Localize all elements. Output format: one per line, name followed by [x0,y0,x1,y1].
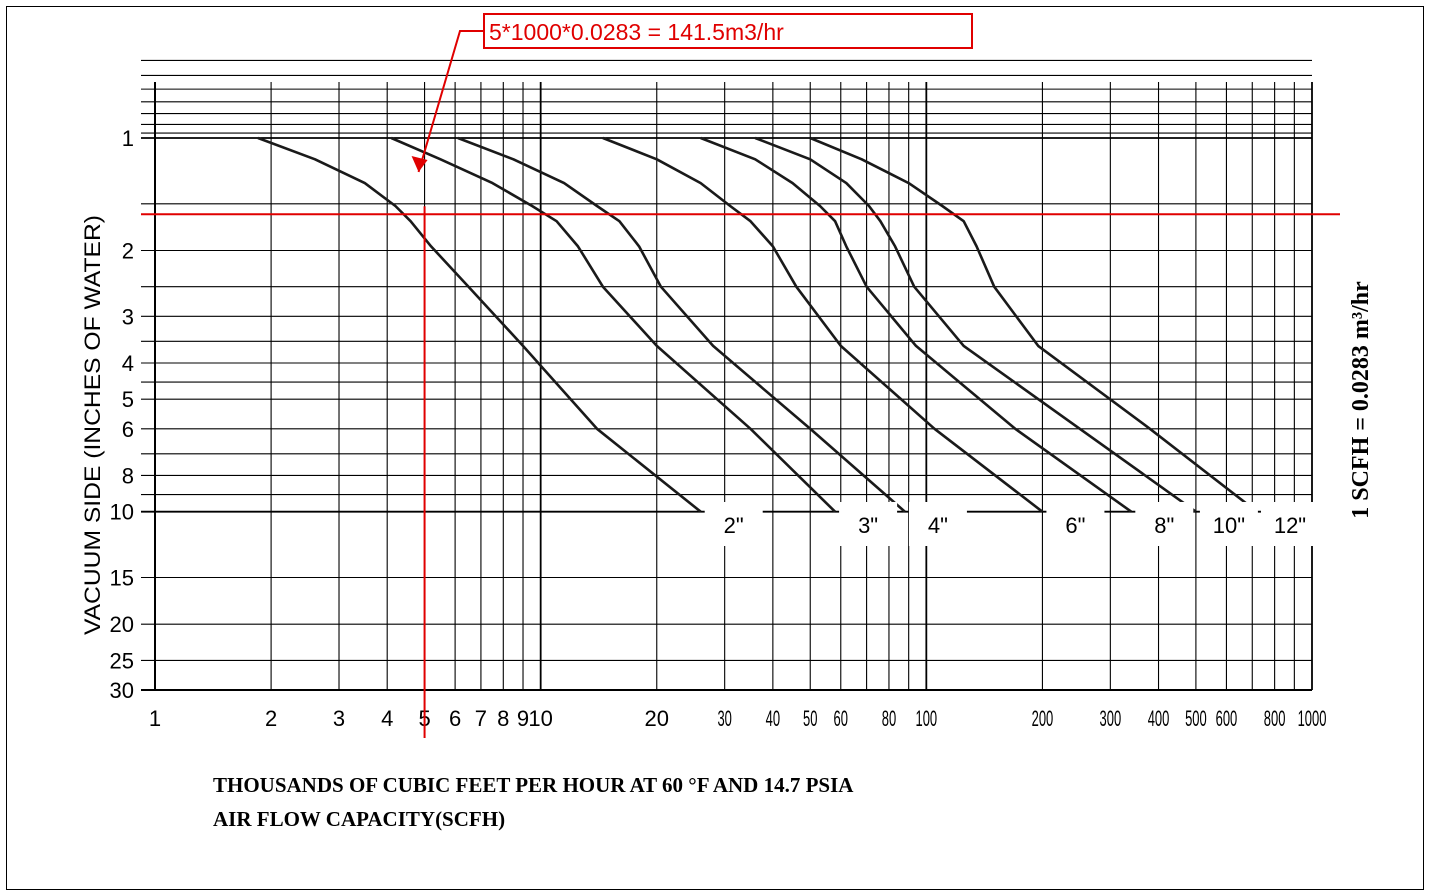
size-label-text: 3" [858,513,878,538]
chart-frame [6,6,1424,890]
curve-8in [700,136,1133,513]
size-label-bg [839,502,898,546]
curve-10in [754,136,1197,513]
x-tick-label: 3 [333,706,345,731]
x-tick-label: 4 [381,706,393,731]
x-tick-label: 1000 [1298,705,1327,731]
size-label-text: 10" [1213,513,1245,538]
callout-arrowhead [411,156,428,172]
y-tick-label: 6 [122,417,134,442]
x-tick-label: 200 [1032,705,1054,731]
x-tick-label: 400 [1148,705,1170,731]
x-tick-label: 800 [1264,705,1286,731]
y-axis-label: VACUUM SIDE (INCHES OF WATER) [80,215,105,635]
curve-3in [390,136,837,513]
curve-12in [809,136,1258,513]
y-tick-label: 1 [122,126,134,151]
x-tick-label: 40 [766,705,780,731]
x-tick-label: 500 [1185,705,1207,731]
x-tick-label: 8 [497,706,509,731]
size-label-text: 8" [1154,513,1174,538]
size-label: 8" [1135,502,1194,546]
y-tick-label: 2 [122,238,134,263]
tick-labels: 1234567891020304050608010020030040050060… [110,126,1327,731]
y-tick-label: 30 [110,678,134,703]
size-label-text: 12" [1274,513,1306,538]
x-tick-label: 30 [717,705,731,731]
x-tick-label: 300 [1100,705,1122,731]
x-tick-label: 7 [475,706,487,731]
callout-leader [417,30,484,173]
x-axis-label: THOUSANDS OF CUBIC FEET PER HOUR AT 60 °… [213,773,854,797]
curve-4in [457,136,906,513]
x-tick-label: 600 [1216,705,1238,731]
y-tick-label: 20 [110,612,134,637]
y-tick-label: 15 [110,566,134,591]
size-label-text: 2" [724,513,744,538]
y-tick-label: 10 [110,500,134,525]
x-tick-label: 60 [834,705,848,731]
size-label-bg [908,502,967,546]
curve-2in [257,136,702,513]
size-label-bg [1260,502,1319,546]
size-label: 2" [704,502,763,546]
size-label-text: 6" [1065,513,1085,538]
y-tick-label: 8 [122,463,134,488]
callout-text: 5*1000*0.0283 = 141.5m3/hr [489,19,784,45]
size-label-text: 4" [928,513,948,538]
x-tick-label: 20 [645,706,669,731]
size-label: 4" [908,502,967,546]
x-tick-label: 10 [528,706,552,731]
size-label: 3" [839,502,898,546]
grid [141,59,1313,691]
x-tick-label: 1 [149,706,161,731]
y-tick-label: 25 [110,648,134,673]
size-labels: 2" 3" 4" 6" 8" 10" 12" [704,502,1319,546]
size-label-bg [1135,502,1194,546]
size-label: 12" [1260,502,1319,546]
x-tick-label: 80 [882,705,896,731]
y-tick-label: 3 [122,304,134,329]
conversion-note: 1 SCFH = 0.0283 m³/hr [1348,281,1374,519]
curves [257,136,1258,513]
size-label-bg [1046,502,1105,546]
x-tick-label: 6 [449,706,461,731]
x-tick-label: 2 [265,706,277,731]
x-tick-label: 9 [517,706,529,731]
y-tick-label: 5 [122,387,134,412]
size-label: 6" [1046,502,1105,546]
size-label-bg [704,502,763,546]
annotation: 5*1000*0.0283 = 141.5m3/hr [141,13,1340,738]
y-tick-label: 4 [122,351,134,376]
x-tick-label: 100 [916,705,938,731]
curve-6in [602,136,1044,513]
x-tick-label: 50 [803,705,817,731]
size-label: 10" [1199,502,1258,546]
callout-box [483,13,973,49]
x-axis-label-2: AIR FLOW CAPACITY(SCFH) [213,807,505,831]
size-label-bg [1199,502,1258,546]
